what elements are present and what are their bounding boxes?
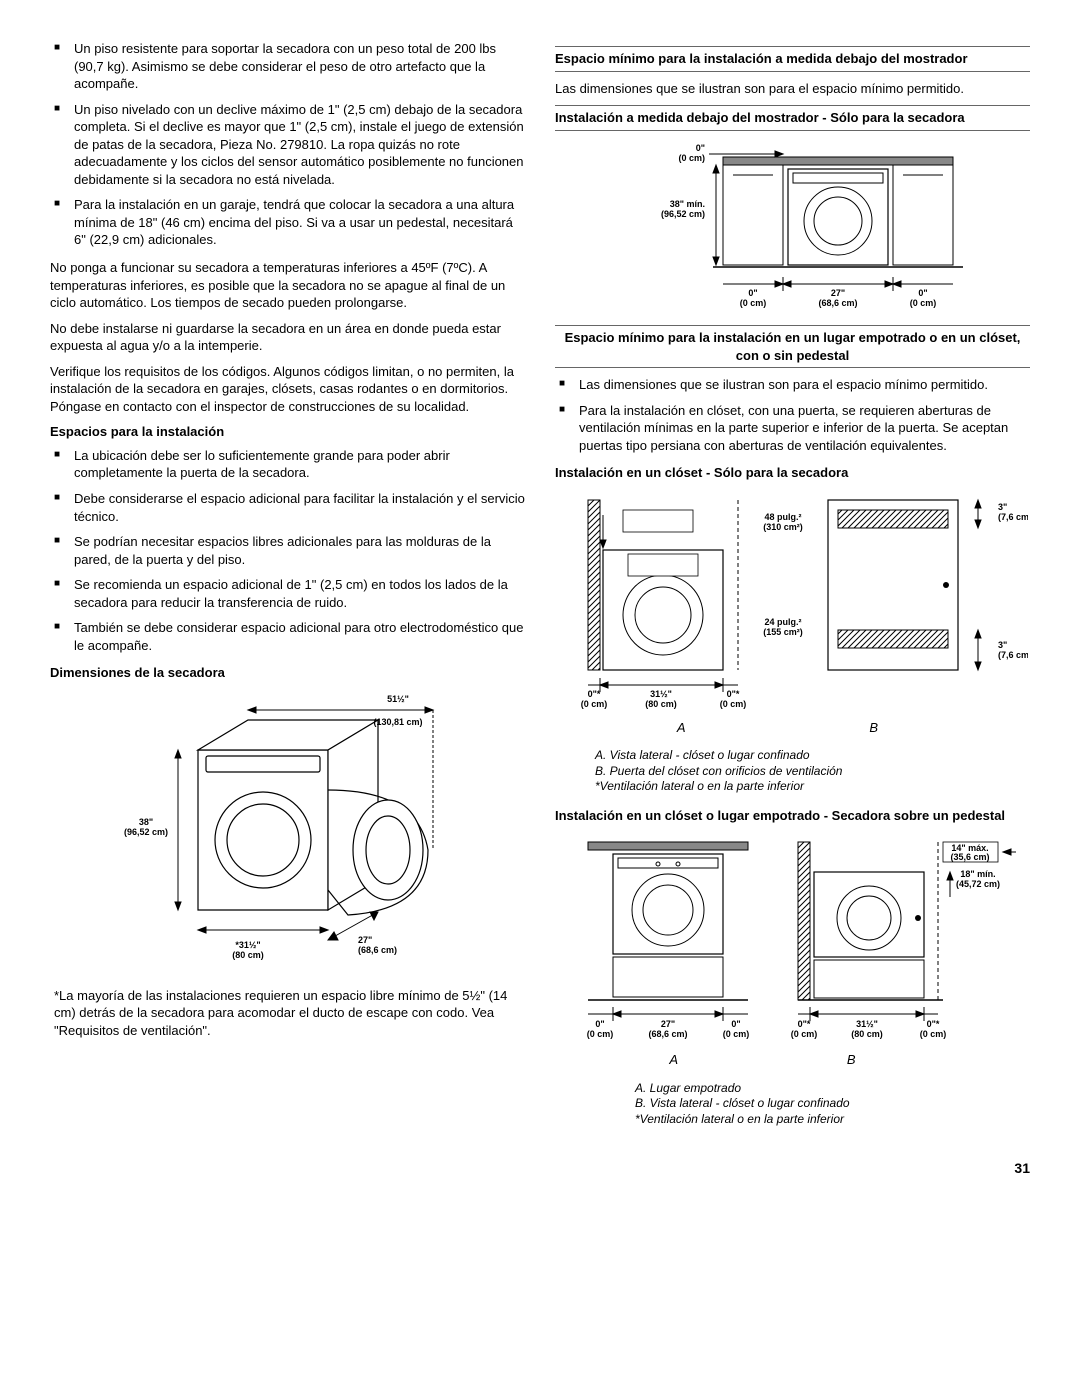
- bullet-list-3: Las dimensiones que se ilustran son para…: [555, 376, 1030, 454]
- svg-text:(7,6 cm): (7,6 cm): [998, 512, 1028, 522]
- svg-text:(0 cm): (0 cm): [739, 298, 766, 308]
- svg-text:38": 38": [138, 817, 152, 827]
- svg-text:3": 3": [998, 502, 1007, 512]
- paragraph: No debe instalarse ni guardarse la secad…: [50, 320, 525, 355]
- svg-text:0": 0": [748, 288, 757, 298]
- svg-text:(0 cm): (0 cm): [909, 298, 936, 308]
- dryer-dimensions-diagram: 38" (96,52 cm) 27" (68,6 cm) *31½" (80 c: [50, 690, 525, 975]
- list-item: Para la instalación en clóset, con una p…: [555, 402, 1030, 455]
- svg-text:(0 cm): (0 cm): [919, 1029, 946, 1039]
- svg-text:31½": 31½": [650, 689, 672, 699]
- heading-under-counter-only: Instalación a medida debajo del mostrado…: [555, 105, 1030, 131]
- svg-text:0"*: 0"*: [726, 689, 739, 699]
- svg-text:27": 27": [660, 1019, 674, 1029]
- svg-text:18" mín.: 18" mín.: [960, 869, 995, 879]
- list-item: Se podrían necesitar espacios libres adi…: [50, 533, 525, 568]
- svg-text:(35,6 cm): (35,6 cm): [950, 852, 989, 862]
- svg-text:(155 cm²): (155 cm²): [763, 627, 803, 637]
- svg-text:0": 0": [695, 143, 704, 153]
- svg-text:(310 cm²): (310 cm²): [763, 522, 803, 532]
- svg-text:(0 cm): (0 cm): [790, 1029, 817, 1039]
- heading-closet-only: Instalación en un clóset - Sólo para la …: [555, 464, 1030, 482]
- svg-text:(96,52 cm): (96,52 cm): [123, 827, 167, 837]
- list-item: Debe considerarse el espacio adicional p…: [50, 490, 525, 525]
- svg-text:0"*: 0"*: [926, 1019, 939, 1029]
- heading-recess-closet: Espacio mínimo para la instalación en un…: [555, 325, 1030, 368]
- svg-text:38" mín.: 38" mín.: [669, 199, 704, 209]
- svg-text:0": 0": [731, 1019, 740, 1029]
- svg-text:(80 cm): (80 cm): [645, 699, 677, 709]
- paragraph: Las dimensiones que se ilustran son para…: [555, 80, 1030, 98]
- svg-text:0"*: 0"*: [587, 689, 600, 699]
- svg-text:31½": 31½": [856, 1019, 878, 1029]
- page-number: 31: [50, 1159, 1030, 1178]
- svg-text:(0 cm): (0 cm): [580, 699, 607, 709]
- bullet-list-1: Un piso resistente para soportar la seca…: [50, 40, 525, 249]
- svg-text:(0 cm): (0 cm): [722, 1029, 749, 1039]
- list-item: Un piso resistente para soportar la seca…: [50, 40, 525, 93]
- svg-text:(0 cm): (0 cm): [586, 1029, 613, 1039]
- svg-text:(80 cm): (80 cm): [851, 1029, 883, 1039]
- svg-text:0"*: 0"*: [797, 1019, 810, 1029]
- figure-caption-2: A. Lugar empotrado B. Vista lateral - cl…: [635, 1081, 1030, 1128]
- svg-text:(96,52 cm): (96,52 cm): [660, 209, 704, 219]
- heading-espacios: Espacios para la instalación: [50, 423, 525, 441]
- label-a: A: [585, 719, 778, 737]
- svg-text:(0 cm): (0 cm): [719, 699, 746, 709]
- heading-dimensiones: Dimensiones de la secadora: [50, 664, 525, 682]
- svg-text:51½": 51½": [387, 694, 409, 704]
- label-b: B: [778, 719, 971, 737]
- svg-text:3": 3": [998, 640, 1007, 650]
- list-item: Un piso nivelado con un declive máximo d…: [50, 101, 525, 189]
- pedestal-diagram: 0" (0 cm) 27" (68,6 cm) 0" (0 cm): [555, 832, 1030, 1068]
- svg-text:27": 27": [358, 935, 372, 945]
- paragraph: No ponga a funcionar su secadora a tempe…: [50, 259, 525, 312]
- under-counter-diagram: 0" (0 cm) 38" mín. (96,52 cm): [555, 139, 1030, 314]
- svg-text:(45,72 cm): (45,72 cm): [955, 879, 999, 889]
- heading-under-counter: Espacio mínimo para la instalación a med…: [555, 46, 1030, 72]
- svg-text:24 pulg.²: 24 pulg.²: [764, 617, 801, 627]
- paragraph: Verifique los requisitos de los códigos.…: [50, 363, 525, 416]
- bullet-list-2: La ubicación debe ser lo suficientemente…: [50, 447, 525, 654]
- list-item: Para la instalación en un garaje, tendrá…: [50, 196, 525, 249]
- svg-text:(7,6 cm): (7,6 cm): [998, 650, 1028, 660]
- svg-text:48 pulg.²: 48 pulg.²: [764, 512, 801, 522]
- svg-text:(68,6 cm): (68,6 cm): [358, 945, 397, 955]
- svg-text:0": 0": [595, 1019, 604, 1029]
- label-a: A: [585, 1051, 763, 1069]
- left-column: Un piso resistente para soportar la seca…: [50, 40, 525, 1139]
- svg-text:27": 27": [830, 288, 844, 298]
- list-item: Se recomienda un espacio adicional de 1"…: [50, 576, 525, 611]
- heading-pedestal: Instalación en un clóset o lugar empotra…: [555, 807, 1030, 825]
- list-item: Las dimensiones que se ilustran son para…: [555, 376, 1030, 394]
- closet-diagram: 14" máx. (35,6 cm) 18" mín. (45,72 cm): [555, 490, 1030, 736]
- svg-text:(68,6 cm): (68,6 cm): [818, 298, 857, 308]
- label-b: B: [763, 1051, 941, 1069]
- list-item: También se debe considerar espacio adici…: [50, 619, 525, 654]
- svg-text:(68,6 cm): (68,6 cm): [648, 1029, 687, 1039]
- svg-text:(80 cm): (80 cm): [232, 950, 264, 960]
- svg-text:(130,81 cm): (130,81 cm): [373, 717, 422, 727]
- right-column: Espacio mínimo para la instalación a med…: [555, 40, 1030, 1139]
- figure-caption-1: A. Vista lateral - clóset o lugar confin…: [595, 748, 1030, 795]
- svg-text:(0 cm): (0 cm): [678, 153, 705, 163]
- footnote: *La mayoría de las instalaciones requier…: [54, 987, 525, 1040]
- list-item: La ubicación debe ser lo suficientemente…: [50, 447, 525, 482]
- svg-text:0": 0": [918, 288, 927, 298]
- svg-text:*31½": *31½": [235, 940, 260, 950]
